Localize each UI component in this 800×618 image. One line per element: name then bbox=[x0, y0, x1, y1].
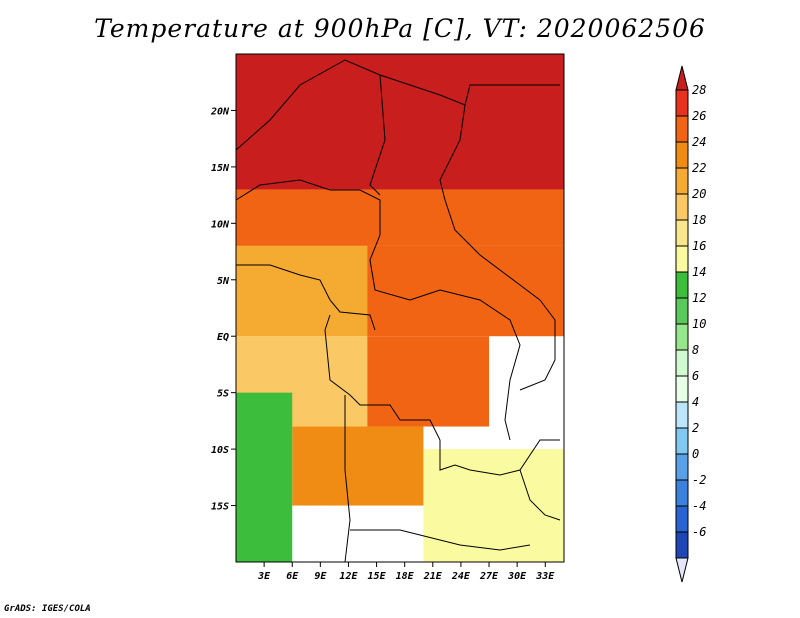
temperature-field bbox=[236, 54, 564, 562]
colorbar-box bbox=[675, 219, 689, 247]
colorbar-label: 16 bbox=[692, 239, 706, 253]
border-line bbox=[519, 469, 561, 521]
x-tick-label: 6E bbox=[286, 571, 299, 582]
colorbar-box bbox=[675, 193, 689, 221]
colorbar-label: 18 bbox=[692, 213, 706, 227]
x-tick-label: 12E bbox=[339, 571, 358, 582]
colorbar-label: 6 bbox=[692, 369, 699, 383]
field-region-congo-basin bbox=[367, 336, 490, 427]
border-line bbox=[439, 104, 541, 301]
colorbar-box bbox=[675, 323, 689, 351]
plot-frame bbox=[235, 53, 565, 563]
colorbar-box bbox=[675, 453, 689, 481]
x-tick-label: 18E bbox=[396, 571, 415, 582]
x-tick-label: 27E bbox=[479, 571, 499, 582]
chart-title: Temperature at 900hPa [C], VT: 202006250… bbox=[94, 14, 706, 43]
field-region-sahara-north bbox=[236, 54, 564, 190]
colorbar-box bbox=[675, 479, 689, 507]
border-line bbox=[519, 299, 556, 391]
colorbar-box bbox=[675, 531, 689, 559]
colorbar-box bbox=[675, 401, 689, 429]
x-tick-label: 30E bbox=[507, 571, 527, 582]
map-axes: 3E 6E 9E 12E 15E 18E 21E 24E 27E 30E 33E 20N 15N 10N 5… bbox=[210, 53, 565, 582]
y-tick-label: 20N bbox=[210, 106, 230, 117]
country-borders bbox=[235, 59, 561, 563]
border-line bbox=[324, 314, 441, 441]
field-region-zambia bbox=[423, 449, 564, 562]
colorbar-box bbox=[675, 505, 689, 533]
x-tick-label: 33E bbox=[535, 571, 555, 582]
field-region-atlantic-south bbox=[236, 392, 293, 562]
border-line bbox=[409, 289, 521, 441]
colorbar-box bbox=[675, 141, 689, 169]
colorbar-box bbox=[675, 245, 689, 273]
colorbar-label: -6 bbox=[692, 525, 706, 539]
colorbar-label: 12 bbox=[692, 291, 706, 305]
x-tick-label: 3E bbox=[257, 571, 271, 582]
border-line bbox=[439, 439, 560, 476]
credit-text: GrADS: IGES/COLA bbox=[4, 604, 91, 614]
colorbar-label: 26 bbox=[692, 109, 706, 123]
colorbar-label: 20 bbox=[692, 187, 706, 201]
colorbar-box bbox=[675, 375, 689, 403]
colorbar-label: 0 bbox=[692, 447, 699, 461]
field-region-angola bbox=[292, 426, 424, 506]
y-tick-label: EQ bbox=[217, 332, 229, 343]
y-tick-label: 5N bbox=[217, 276, 230, 287]
field-region-sahel bbox=[236, 189, 564, 246]
colorbar-bottom-arrow bbox=[675, 557, 689, 583]
colorbar-label: 22 bbox=[692, 161, 706, 175]
border-line bbox=[369, 74, 386, 196]
y-tick-label: 5S bbox=[217, 389, 229, 400]
y-tick-label: 10S bbox=[211, 445, 229, 456]
colorbar-box bbox=[675, 89, 689, 117]
colorbar-box bbox=[675, 115, 689, 143]
colorbar-label: 2 bbox=[692, 421, 699, 435]
x-tick-label: 15E bbox=[368, 571, 387, 582]
y-tick-label: 10N bbox=[211, 219, 230, 230]
y-tick-label: 15N bbox=[211, 163, 230, 174]
colorbar-label: -2 bbox=[692, 473, 706, 487]
field-region-west-central bbox=[236, 245, 368, 337]
colorbar-label: 10 bbox=[692, 317, 706, 331]
colorbar-box bbox=[675, 297, 689, 325]
y-tick-label: 15S bbox=[211, 502, 229, 513]
border-line bbox=[350, 529, 531, 551]
colorbar-label: -4 bbox=[692, 499, 706, 513]
colorbar-top-arrow bbox=[675, 65, 689, 91]
colorbar-box bbox=[675, 271, 689, 299]
border-line bbox=[344, 395, 351, 563]
x-tick-label: 24E bbox=[451, 571, 471, 582]
colorbar-box bbox=[675, 427, 689, 455]
colorbar-label: 4 bbox=[692, 395, 699, 409]
border-line bbox=[236, 264, 376, 331]
border-line bbox=[235, 179, 411, 301]
colorbar-label: 28 bbox=[692, 83, 706, 97]
colorbar-box bbox=[675, 349, 689, 377]
field-region-east-central bbox=[367, 245, 564, 337]
x-tick-label: 21E bbox=[423, 571, 443, 582]
x-tick-label: 9E bbox=[314, 571, 327, 582]
colorbar-label: 14 bbox=[692, 265, 706, 279]
colorbar-label: 8 bbox=[692, 343, 699, 357]
colorbar-label: 24 bbox=[692, 135, 706, 149]
colorbar-box bbox=[675, 167, 689, 195]
